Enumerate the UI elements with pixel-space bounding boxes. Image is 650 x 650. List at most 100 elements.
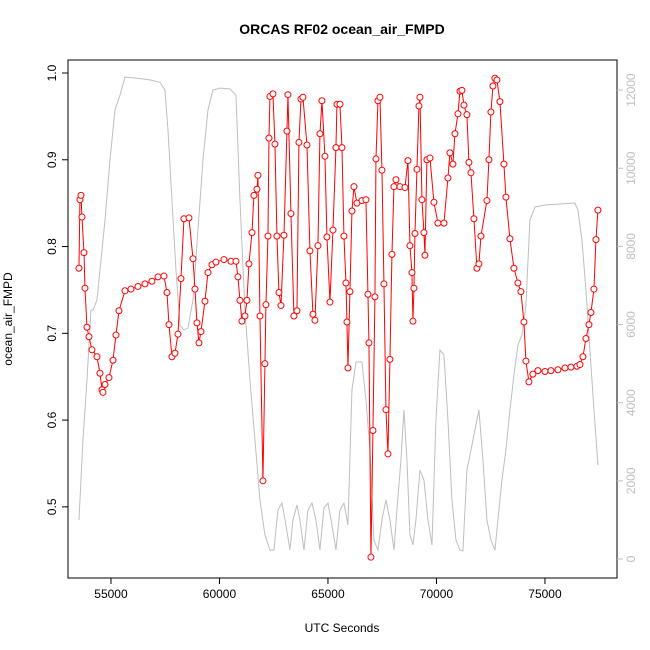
data-point bbox=[463, 111, 471, 119]
data-point bbox=[475, 260, 483, 268]
data-point bbox=[384, 450, 392, 458]
data-point bbox=[185, 214, 193, 222]
plot-box bbox=[67, 59, 618, 579]
data-point bbox=[287, 210, 295, 218]
data-point bbox=[590, 285, 598, 293]
y-tick-label: 0.6 bbox=[45, 411, 59, 428]
data-point bbox=[502, 193, 510, 201]
data-point bbox=[141, 280, 149, 288]
x-axis-label: UTC Seconds bbox=[305, 621, 380, 635]
y-tick-label: 0.9 bbox=[45, 151, 59, 168]
data-point bbox=[212, 258, 220, 266]
data-point bbox=[418, 196, 426, 204]
x-tick-label: 55000 bbox=[94, 587, 128, 601]
data-point bbox=[406, 242, 414, 250]
data-point bbox=[340, 232, 348, 240]
data-point bbox=[343, 318, 351, 326]
data-point bbox=[522, 357, 530, 365]
data-point bbox=[371, 293, 379, 301]
data-point bbox=[561, 364, 569, 372]
chart-title: ORCAS RF02 ocean_air_FMPD bbox=[239, 21, 444, 37]
data-point bbox=[346, 288, 354, 296]
data-point bbox=[388, 250, 396, 258]
data-point bbox=[265, 134, 273, 142]
data-point bbox=[299, 93, 307, 101]
y-tick-label: 0.8 bbox=[45, 238, 59, 255]
data-point bbox=[369, 426, 377, 434]
data-point bbox=[409, 317, 417, 325]
data-point bbox=[96, 369, 104, 377]
data-point bbox=[496, 98, 504, 106]
data-point bbox=[585, 321, 593, 329]
x-tick-label: 70000 bbox=[420, 587, 454, 601]
data-point bbox=[454, 110, 462, 118]
data-point bbox=[534, 367, 542, 375]
data-point bbox=[318, 97, 326, 105]
data-point bbox=[234, 273, 242, 281]
data-point bbox=[587, 308, 595, 316]
data-point bbox=[280, 231, 288, 239]
data-point bbox=[567, 363, 575, 371]
data-point bbox=[254, 171, 262, 179]
data-point bbox=[109, 356, 117, 364]
data-point bbox=[525, 378, 533, 386]
data-point bbox=[306, 247, 314, 255]
data-point bbox=[506, 235, 514, 243]
data-point bbox=[430, 198, 438, 206]
data-point bbox=[75, 264, 83, 272]
data-point bbox=[295, 138, 303, 146]
data-point bbox=[378, 166, 386, 174]
data-point bbox=[483, 197, 491, 205]
data-point bbox=[309, 310, 317, 318]
data-point bbox=[440, 219, 448, 227]
data-point bbox=[348, 207, 356, 215]
data-point bbox=[165, 321, 173, 329]
data-point bbox=[241, 312, 249, 320]
data-point bbox=[594, 206, 602, 214]
data-point bbox=[547, 367, 555, 375]
data-point bbox=[493, 76, 501, 84]
data-point bbox=[77, 191, 85, 199]
data-point bbox=[81, 284, 89, 292]
data-point bbox=[444, 174, 452, 182]
data-point bbox=[88, 346, 96, 354]
data-point bbox=[390, 183, 398, 191]
data-point bbox=[264, 232, 272, 240]
data-point bbox=[446, 149, 454, 157]
data-point bbox=[364, 290, 372, 298]
data-point bbox=[83, 323, 91, 331]
data-point bbox=[201, 297, 209, 305]
x-tick-label: 65000 bbox=[311, 587, 345, 601]
data-point bbox=[204, 269, 212, 277]
data-point bbox=[500, 160, 508, 168]
data-point bbox=[259, 477, 267, 485]
y2-tick-label: 12000 bbox=[624, 73, 638, 107]
data-point bbox=[148, 277, 156, 285]
data-point bbox=[78, 213, 86, 221]
data-point bbox=[275, 289, 283, 297]
y2-tick-label: 0 bbox=[624, 555, 638, 562]
data-point bbox=[271, 140, 279, 148]
data-point bbox=[232, 257, 240, 265]
data-point bbox=[336, 100, 344, 108]
y2-tick-label: 6000 bbox=[624, 311, 638, 338]
data-point bbox=[112, 331, 120, 339]
data-point bbox=[115, 307, 123, 315]
y-tick-label: 0.5 bbox=[45, 498, 59, 515]
data-point bbox=[529, 370, 537, 378]
data-point bbox=[277, 302, 285, 310]
data-point bbox=[101, 381, 109, 389]
data-point bbox=[517, 288, 525, 296]
data-point bbox=[238, 317, 246, 325]
data-point bbox=[470, 215, 478, 223]
data-point bbox=[273, 232, 281, 240]
data-point bbox=[344, 364, 352, 372]
data-point bbox=[489, 82, 497, 90]
data-point bbox=[248, 229, 256, 237]
data-point bbox=[329, 226, 337, 234]
data-point bbox=[362, 196, 370, 204]
data-point bbox=[416, 93, 424, 101]
data-point bbox=[127, 285, 135, 293]
data-point bbox=[372, 155, 380, 163]
